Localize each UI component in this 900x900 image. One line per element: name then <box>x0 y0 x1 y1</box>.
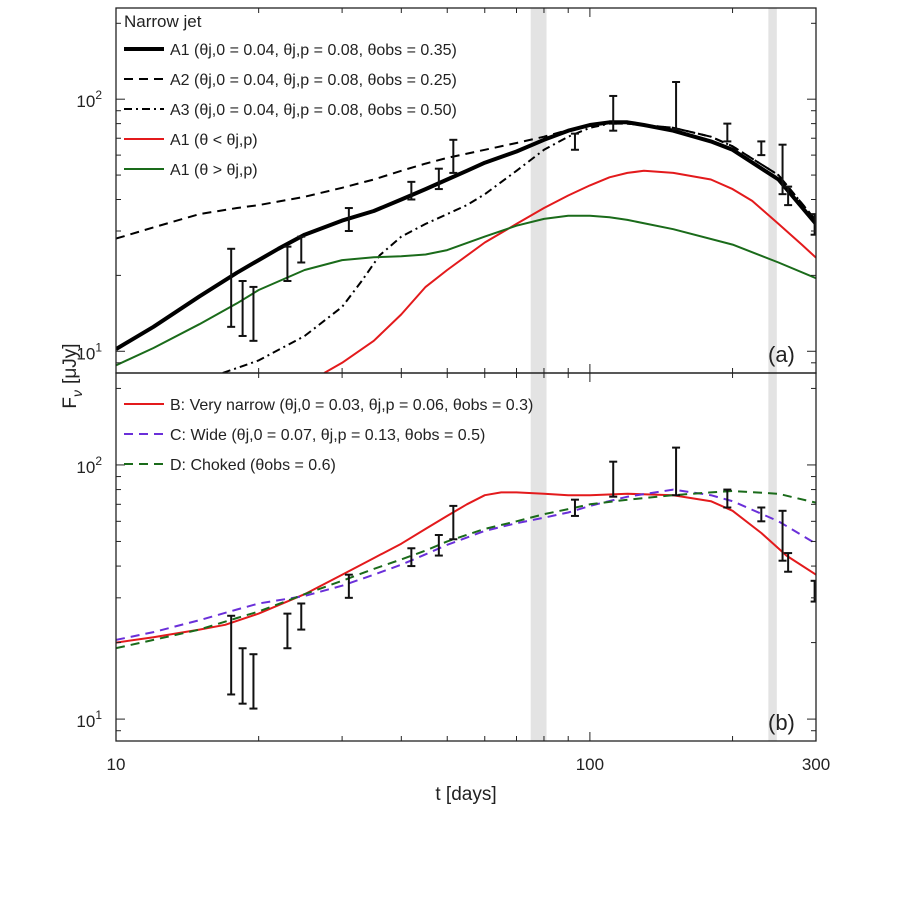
panel-a-label: (a) <box>768 342 795 367</box>
error-bar <box>344 573 353 599</box>
error-bar <box>238 647 247 705</box>
y-tick-label: 102 <box>76 88 102 111</box>
error-bar <box>407 547 416 568</box>
panel-b-label: (b) <box>768 710 795 735</box>
y-tick-label: 101 <box>76 340 102 363</box>
panel-a: (a) <box>116 80 816 373</box>
error-bar <box>757 140 766 157</box>
legend-a-title: Narrow jet <box>124 12 202 31</box>
error-bar <box>297 602 306 631</box>
error-bar <box>434 167 443 191</box>
svg-text:Fν[μJy]: Fν [μJy] <box>60 343 85 408</box>
error-bar <box>344 207 353 232</box>
panel-b: (b) <box>116 446 816 735</box>
error-bar <box>283 245 292 283</box>
y-tick-label: 102 <box>76 454 102 477</box>
series-line-a1-j-p- <box>116 214 816 367</box>
legend-label: A1 (θ < θj,p) <box>170 132 258 149</box>
error-bar <box>449 138 458 174</box>
legend-label: A1 (θj,0 = 0.04, θj,p = 0.08, θobs = 0.3… <box>170 42 457 59</box>
x-axis-label: t [days] <box>435 784 496 805</box>
legend-label: A1 (θ > θj,p) <box>170 162 258 179</box>
error-bar <box>778 143 787 196</box>
legend-item-b: B: Very narrow (θj,0 = 0.03, θj,p = 0.06… <box>124 397 533 414</box>
error-bar <box>407 180 416 201</box>
legend-item-a2: A2 (θj,0 = 0.04, θj,p = 0.08, θobs = 0.2… <box>124 72 457 89</box>
error-bar <box>249 653 258 710</box>
series-line-a2 <box>116 122 816 240</box>
legend-label: A2 (θj,0 = 0.04, θj,p = 0.08, θobs = 0.2… <box>170 72 457 89</box>
legend-item-a3: A3 (θj,0 = 0.04, θj,p = 0.08, θobs = 0.5… <box>124 102 457 119</box>
error-bar <box>672 80 681 131</box>
legend-item-a1-j-p-: A1 (θ > θj,p) <box>124 162 258 179</box>
legend-label: A3 (θj,0 = 0.04, θj,p = 0.08, θobs = 0.5… <box>170 102 457 119</box>
error-bar <box>609 94 618 132</box>
legend-label: D: Choked (θobs = 0.6) <box>170 457 336 474</box>
series-line-d <box>116 490 816 650</box>
y-tick-label: 101 <box>76 708 102 731</box>
x-tick-label: 300 <box>802 755 830 774</box>
legend-b: B: Very narrow (θj,0 = 0.03, θj,p = 0.06… <box>124 397 533 474</box>
series-line-a1 <box>116 120 816 351</box>
x-tick-label: 10 <box>107 755 126 774</box>
error-bar <box>723 488 732 509</box>
y-axis-label: Fν [μJy] <box>60 343 85 408</box>
error-bar <box>672 446 681 497</box>
legend-label: B: Very narrow (θj,0 = 0.03, θj,p = 0.06… <box>170 397 533 414</box>
panel-a-frame <box>115 7 817 374</box>
error-bar <box>297 235 306 264</box>
error-bar <box>283 612 292 650</box>
legend-label: C: Wide (θj,0 = 0.07, θj,p = 0.13, θobs … <box>170 427 485 444</box>
axis-ticks: 101 102 101 102 10 100 300 <box>76 8 830 774</box>
error-bar <box>784 185 793 207</box>
y-axis-label-main: F <box>60 397 81 409</box>
series-line-a1-j-p- <box>323 169 816 373</box>
error-bar <box>227 614 236 696</box>
error-bar <box>227 247 236 328</box>
error-bar <box>784 552 793 573</box>
series-line-a3 <box>222 122 816 373</box>
series-line-c <box>116 488 816 641</box>
panel-b-frame <box>115 372 817 742</box>
y-axis-label-unit: [μJy] <box>60 343 81 384</box>
error-bar <box>238 280 247 337</box>
shaded-bands <box>530 8 777 741</box>
error-bar <box>570 498 579 517</box>
error-bar <box>609 460 618 498</box>
y-axis-label-sub: ν <box>69 390 85 397</box>
legend-item-d: D: Choked (θobs = 0.6) <box>124 457 336 474</box>
shaded-band-2 <box>768 8 777 741</box>
legend-item-c: C: Wide (θj,0 = 0.07, θj,p = 0.13, θobs … <box>124 427 485 444</box>
error-bar <box>723 122 732 143</box>
error-bar <box>778 509 787 562</box>
error-bar <box>449 504 458 541</box>
error-bar <box>249 285 258 342</box>
error-bar <box>757 506 766 523</box>
error-bar <box>434 534 443 557</box>
error-bar <box>570 132 579 151</box>
legend-a: Narrow jet A1 (θj,0 = 0.04, θj,p = 0.08,… <box>124 12 457 179</box>
shaded-band-1 <box>530 8 547 741</box>
legend-item-a1: A1 (θj,0 = 0.04, θj,p = 0.08, θobs = 0.3… <box>124 42 457 59</box>
series-line-b <box>116 491 816 644</box>
x-tick-label: 100 <box>576 755 604 774</box>
legend-item-a1-j-p-: A1 (θ < θj,p) <box>124 132 258 149</box>
error-bar <box>810 579 816 603</box>
